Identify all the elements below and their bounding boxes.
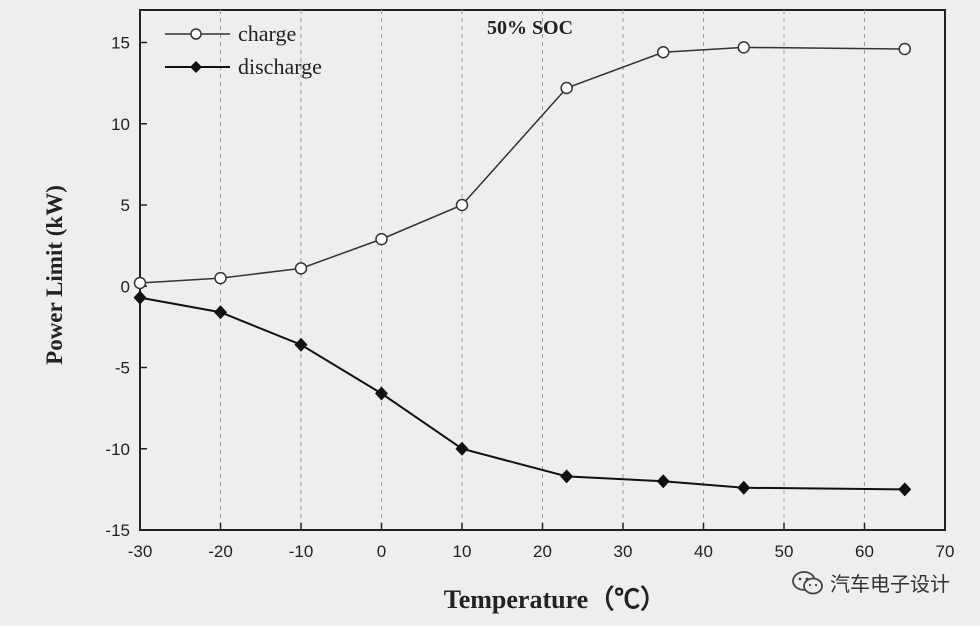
- discharge-point: [656, 474, 670, 489]
- y-tick-label: 15: [111, 34, 130, 53]
- x-tick-label: -30: [128, 542, 153, 561]
- x-axis-title: Temperature（℃）: [444, 585, 666, 614]
- wechat-icon: [792, 570, 824, 596]
- y-tick-label: -15: [105, 521, 130, 540]
- legend-discharge-label: discharge: [238, 54, 322, 79]
- discharge-point: [214, 305, 227, 320]
- watermark-text: 汽车电子设计: [830, 572, 950, 596]
- discharge-point: [133, 290, 147, 305]
- x-tick-label: 20: [533, 542, 552, 561]
- discharge-line: [139, 296, 905, 491]
- charge-point: [214, 271, 227, 285]
- x-tick-label: -10: [289, 542, 314, 561]
- x-tick-label: -20: [208, 542, 233, 561]
- charge-line: [139, 46, 905, 284]
- axes-layer: -30 -20 -10 0 10 20 30 40 50 60 70 -15 -10 -5 0 5 10 15: [105, 34, 954, 562]
- grid-layer: [220, 10, 865, 530]
- x-tick-label: 10: [453, 542, 472, 561]
- legend-charge-label: charge: [238, 21, 296, 46]
- y-tick-label: 0: [121, 277, 130, 296]
- discharge-point: [560, 469, 574, 484]
- x-tick-label: 40: [694, 542, 713, 561]
- charge-point: [375, 232, 388, 246]
- x-tick-label: 60: [855, 542, 874, 561]
- x-tick-label: 30: [614, 542, 633, 561]
- legend-discharge-marker: [190, 61, 202, 73]
- discharge-point: [375, 386, 388, 401]
- y-tick-label: -10: [105, 440, 130, 459]
- charge-point: [560, 81, 573, 95]
- y-tick-label: -5: [115, 359, 130, 378]
- discharge-point: [898, 482, 912, 497]
- y-axis-title: Power Limit (kW): [42, 185, 67, 365]
- y-tick-label: 5: [121, 196, 130, 215]
- charge-point: [133, 276, 147, 290]
- charge-point: [737, 41, 750, 54]
- legend: charge discharge: [165, 21, 322, 79]
- watermark: 汽车电子设计: [792, 568, 950, 597]
- x-tick-label: 50: [775, 542, 794, 561]
- y-tick-label: 10: [111, 115, 130, 134]
- discharge-point: [294, 337, 308, 352]
- legend-charge-marker: [190, 28, 202, 40]
- x-tick-label: 0: [377, 542, 386, 561]
- discharge-point: [455, 441, 469, 456]
- charge-point: [657, 46, 670, 59]
- series-layer: [133, 41, 912, 497]
- charge-point: [294, 262, 308, 275]
- chart-title: 50% SOC: [487, 17, 573, 39]
- charge-point: [898, 42, 911, 56]
- discharge-point: [737, 480, 751, 495]
- x-tick-label: 70: [936, 542, 955, 561]
- charge-point: [455, 198, 469, 212]
